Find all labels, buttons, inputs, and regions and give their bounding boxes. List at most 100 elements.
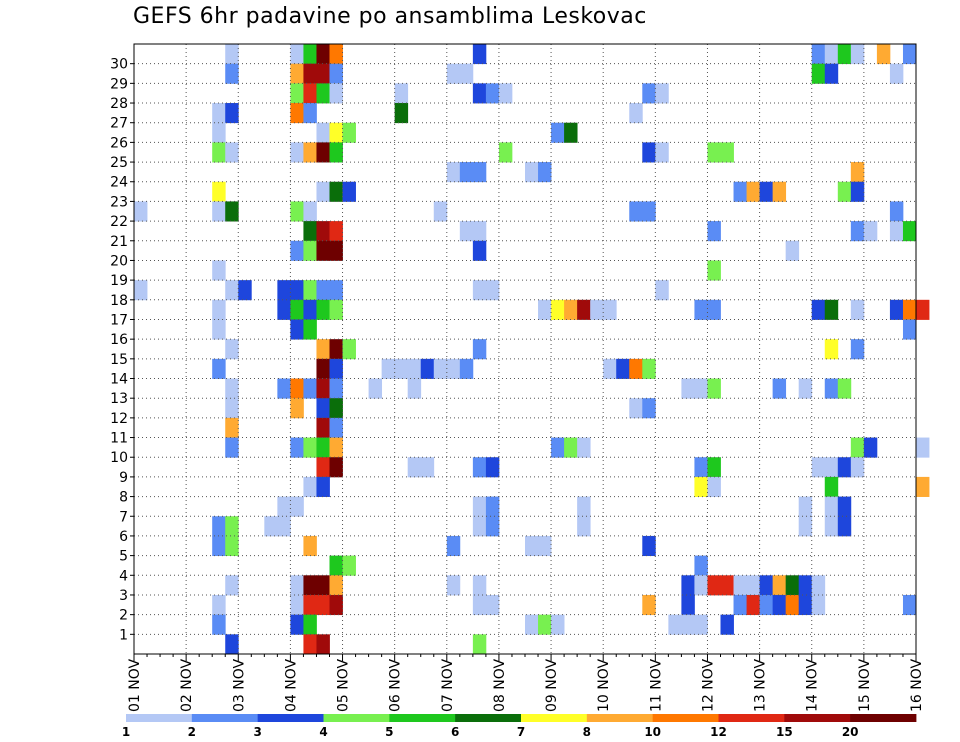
heatmap-cell bbox=[290, 319, 304, 340]
heatmap-cell bbox=[290, 63, 304, 84]
colorbar-swatch bbox=[323, 714, 390, 722]
heatmap-cell bbox=[707, 378, 721, 399]
heatmap-cell bbox=[316, 142, 330, 163]
heatmap-cell bbox=[225, 280, 239, 301]
heatmap-cell bbox=[668, 614, 682, 635]
colorbar-swatch bbox=[126, 714, 193, 722]
colorbar-label: 10 bbox=[644, 725, 661, 739]
heatmap-cell bbox=[551, 614, 565, 635]
heatmap-cell bbox=[303, 535, 317, 557]
colorbar-label: 15 bbox=[776, 725, 793, 739]
heatmap-cell bbox=[277, 516, 291, 537]
heatmap-cell bbox=[225, 516, 239, 537]
heatmap-cell bbox=[694, 476, 708, 497]
heatmap-cell bbox=[290, 240, 304, 261]
heatmap-cell bbox=[316, 181, 330, 202]
heatmap-cell bbox=[577, 437, 591, 458]
heatmap-cell bbox=[316, 280, 330, 301]
heatmap-cell bbox=[316, 437, 330, 458]
heatmap-cell bbox=[824, 44, 839, 65]
heatmap-cell bbox=[290, 496, 304, 517]
heatmap-cell bbox=[225, 44, 239, 65]
heatmap-cell bbox=[368, 378, 383, 399]
heatmap-cell bbox=[485, 516, 500, 537]
y-tick-label: 27 bbox=[110, 116, 128, 132]
heatmap-cell bbox=[772, 181, 787, 202]
y-tick-label: 1 bbox=[119, 627, 128, 643]
y-tick-label: 22 bbox=[110, 214, 128, 230]
y-tick-label: 28 bbox=[110, 96, 128, 112]
colorbar-label: 20 bbox=[842, 725, 859, 739]
heatmap-cell bbox=[329, 240, 343, 261]
heatmap-cell bbox=[629, 358, 643, 379]
x-tick-label: 10 NOV bbox=[596, 658, 612, 712]
heatmap-cell bbox=[837, 457, 852, 478]
heatmap-cell bbox=[303, 280, 317, 301]
heatmap-cell bbox=[472, 496, 487, 517]
heatmap-cell bbox=[407, 358, 422, 379]
heatmap-cell bbox=[472, 44, 487, 65]
heatmap-cell bbox=[303, 83, 317, 104]
heatmap-cell bbox=[264, 516, 278, 537]
heatmap-cell bbox=[316, 457, 330, 478]
heatmap-cell bbox=[329, 594, 343, 616]
y-tick-label: 6 bbox=[119, 529, 128, 545]
heatmap-cell bbox=[472, 221, 487, 242]
heatmap-cell bbox=[316, 122, 330, 143]
heatmap-cell bbox=[746, 594, 760, 616]
heatmap-cell bbox=[916, 476, 930, 497]
colorbar-label: 4 bbox=[319, 725, 327, 739]
y-tick-label: 14 bbox=[110, 372, 128, 388]
x-tick-label: 02 NOV bbox=[179, 658, 195, 712]
heatmap-cell bbox=[837, 516, 852, 537]
heatmap-cell bbox=[290, 83, 304, 104]
heatmap-cell bbox=[303, 634, 317, 655]
colorbar-swatch bbox=[718, 714, 785, 722]
heatmap-cell bbox=[720, 142, 734, 163]
heatmap-cell bbox=[707, 260, 721, 281]
heatmap-cell bbox=[850, 437, 865, 458]
heatmap-cell bbox=[720, 614, 734, 635]
heatmap-cell bbox=[212, 319, 226, 340]
heatmap-cell bbox=[785, 575, 800, 596]
heatmap-cell bbox=[785, 240, 800, 261]
heatmap-cell bbox=[342, 555, 356, 576]
heatmap-cell bbox=[564, 437, 578, 458]
heatmap-cell bbox=[642, 142, 656, 163]
heatmap-cell bbox=[564, 299, 578, 320]
heatmap-cell bbox=[681, 378, 695, 399]
heatmap-cell bbox=[290, 614, 304, 635]
heatmap-cell bbox=[394, 103, 409, 124]
y-tick-label: 18 bbox=[110, 293, 128, 309]
heatmap-cell bbox=[290, 299, 304, 320]
y-tick-label: 12 bbox=[110, 411, 128, 427]
y-tick-label: 4 bbox=[119, 568, 128, 584]
heatmap-cell bbox=[446, 535, 461, 557]
heatmap-cell bbox=[824, 378, 839, 399]
heatmap-cell bbox=[329, 63, 343, 84]
heatmap-cell bbox=[329, 398, 343, 419]
heatmap-cell bbox=[316, 299, 330, 320]
heatmap-cell bbox=[290, 280, 304, 301]
heatmap-cell bbox=[850, 299, 865, 320]
y-tick-label: 24 bbox=[110, 175, 128, 191]
heatmap-cell bbox=[902, 221, 917, 242]
heatmap-cell bbox=[329, 280, 343, 301]
heatmap-cell bbox=[212, 535, 226, 557]
heatmap-cell bbox=[303, 142, 317, 163]
heatmap-cell bbox=[837, 44, 852, 65]
heatmap-cell bbox=[472, 83, 487, 104]
heatmap-cell bbox=[459, 162, 474, 183]
heatmap-cell bbox=[290, 44, 304, 65]
x-tick-label: 07 NOV bbox=[440, 658, 456, 712]
heatmap-cell bbox=[459, 63, 474, 84]
heatmap-cell bbox=[577, 516, 591, 537]
y-tick-label: 26 bbox=[110, 135, 128, 151]
y-tick-label: 25 bbox=[110, 155, 128, 171]
heatmap-cell bbox=[316, 594, 330, 616]
heatmap-cell bbox=[551, 299, 565, 320]
colorbar-label: 2 bbox=[188, 725, 196, 739]
x-tick-label: 13 NOV bbox=[753, 658, 769, 712]
heatmap-cell bbox=[303, 240, 317, 261]
heatmap-cell bbox=[329, 417, 343, 438]
